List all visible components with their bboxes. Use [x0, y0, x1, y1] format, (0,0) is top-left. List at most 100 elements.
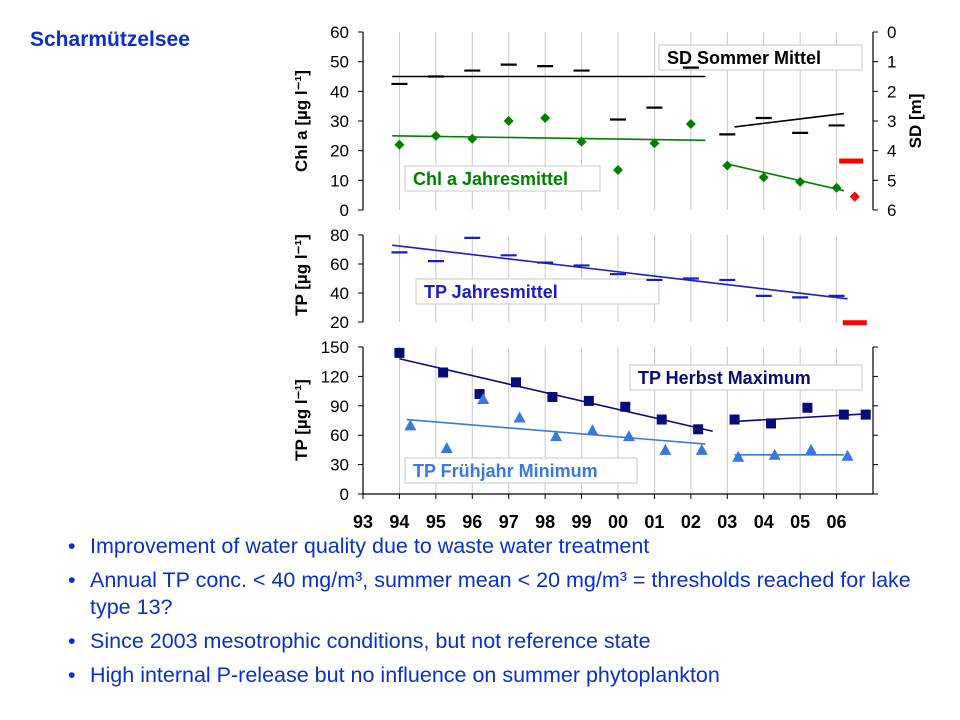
data-point-square [802, 402, 813, 413]
legend-label: Chl a Jahresmittel [413, 169, 568, 189]
y-tick-label: 40 [330, 284, 349, 303]
data-point-diamond [430, 130, 441, 141]
data-point-triangle [732, 450, 745, 462]
data-point-square [656, 414, 667, 425]
bullet-list: Improvement of water quality due to wast… [68, 533, 948, 696]
legend-label: TP Herbst Maximum [638, 368, 811, 388]
data-point-square [693, 424, 704, 435]
data-point-square [474, 389, 485, 400]
y2-tick-label: 2 [887, 82, 896, 101]
data-point-diamond [649, 138, 660, 149]
y-tick-label: 30 [330, 112, 349, 131]
x-tick-label: 94 [389, 512, 409, 532]
x-tick-label: 01 [644, 512, 664, 532]
trend-line [734, 112, 844, 128]
data-point-triangle [477, 392, 490, 404]
legend-label: SD Sommer Mittel [667, 48, 821, 68]
y-tick-label: 120 [321, 367, 349, 386]
data-point-triangle [805, 443, 818, 455]
data-point-diamond [758, 172, 769, 183]
y2-tick-label: 1 [887, 53, 896, 72]
data-point-diamond [394, 139, 405, 150]
data-point-square [729, 414, 740, 425]
y-axis-label: SD [m] [906, 94, 925, 149]
y-tick-label: 150 [321, 338, 349, 357]
y-tick-label: 10 [330, 171, 349, 190]
y2-tick-label: 5 [887, 171, 896, 190]
y-tick-label: 60 [330, 23, 349, 42]
bullet-item: High internal P-release but no influence… [68, 662, 948, 689]
x-tick-label: 02 [681, 512, 701, 532]
data-point-diamond [831, 182, 842, 193]
x-tick-label: 04 [754, 512, 774, 532]
y-axis-label: Chl a [µg l⁻¹] [292, 70, 311, 172]
data-point-square [838, 409, 849, 420]
y-axis-label: TP [µg l⁻¹] [292, 379, 311, 461]
legend-box [629, 364, 863, 391]
data-point-square [583, 395, 594, 406]
x-tick-label: 99 [572, 512, 592, 532]
data-point-triangle [440, 441, 453, 453]
legend-box [404, 165, 601, 192]
x-tick-label: 98 [535, 512, 555, 532]
data-point-triangle [695, 443, 708, 455]
x-tick-label: 97 [499, 512, 519, 532]
data-point-square [511, 377, 521, 388]
x-tick-label: 03 [717, 512, 737, 532]
y2-tick-label: 3 [887, 112, 896, 131]
x-tick-label: 05 [790, 512, 810, 532]
data-point-square [394, 347, 405, 358]
x-tick-label: 95 [426, 512, 446, 532]
legend-box [658, 44, 863, 71]
bullet-item: Since 2003 mesotrophic conditions, but n… [68, 628, 948, 655]
y2-tick-label: 6 [887, 201, 896, 220]
y2-tick-label: 0 [887, 23, 896, 42]
data-point-diamond [467, 133, 478, 144]
y-tick-label: 20 [330, 142, 349, 161]
x-tick-label: 96 [462, 512, 482, 532]
legend-box [415, 278, 660, 305]
data-point-triangle [768, 448, 781, 460]
y-tick-label: 30 [330, 456, 349, 475]
data-point-diamond [503, 116, 514, 126]
data-point-red-dash [839, 158, 864, 164]
chl-sd-chart: 0 10 20 30 40 50 60 0 1 2 3 4 5 6 Chl a [µg l⁻¹] SD [m]… [292, 23, 925, 220]
y-axis-label: TP [µg l⁻¹] [292, 234, 311, 316]
trend-line [392, 244, 848, 300]
bullet-item: Annual TP conc. < 40 mg/m³, summer mean … [68, 567, 948, 621]
x-tick-label: 93 [353, 512, 373, 532]
data-point-square [620, 401, 631, 412]
y-tick-label: 50 [330, 53, 349, 72]
data-point-triangle [622, 430, 635, 442]
data-point-square [438, 367, 449, 378]
y-tick-label: 60 [330, 255, 349, 274]
data-point-red-dash [842, 320, 867, 326]
y-tick-label: 40 [330, 82, 349, 101]
data-point-diamond [540, 113, 551, 124]
y-tick-label: 80 [330, 226, 349, 245]
data-point-triangle [659, 443, 672, 455]
y-tick-label: 90 [330, 397, 349, 416]
data-point-triangle [550, 430, 563, 442]
data-point-diamond [795, 176, 806, 187]
data-point-triangle [586, 424, 599, 436]
data-point-square [547, 391, 558, 402]
legend-label: TP Jahresmittel [424, 282, 558, 302]
data-point-triangle [513, 411, 526, 423]
y-tick-label: 60 [330, 426, 349, 445]
data-point-triangle [841, 449, 854, 461]
trend-line [734, 412, 870, 423]
x-tick-label: 00 [608, 512, 628, 532]
y-tick-label: 0 [340, 485, 349, 504]
data-point-square [860, 409, 871, 420]
trend-line [727, 163, 845, 192]
data-point-diamond [576, 136, 587, 147]
y2-tick-label: 4 [887, 142, 896, 161]
data-point-square [766, 418, 776, 429]
data-point-triangle [404, 419, 417, 431]
legend-label: TP Frühjahr Minimum [413, 461, 598, 481]
y-tick-label: 20 [330, 313, 349, 332]
data-point-diamond [613, 164, 623, 175]
